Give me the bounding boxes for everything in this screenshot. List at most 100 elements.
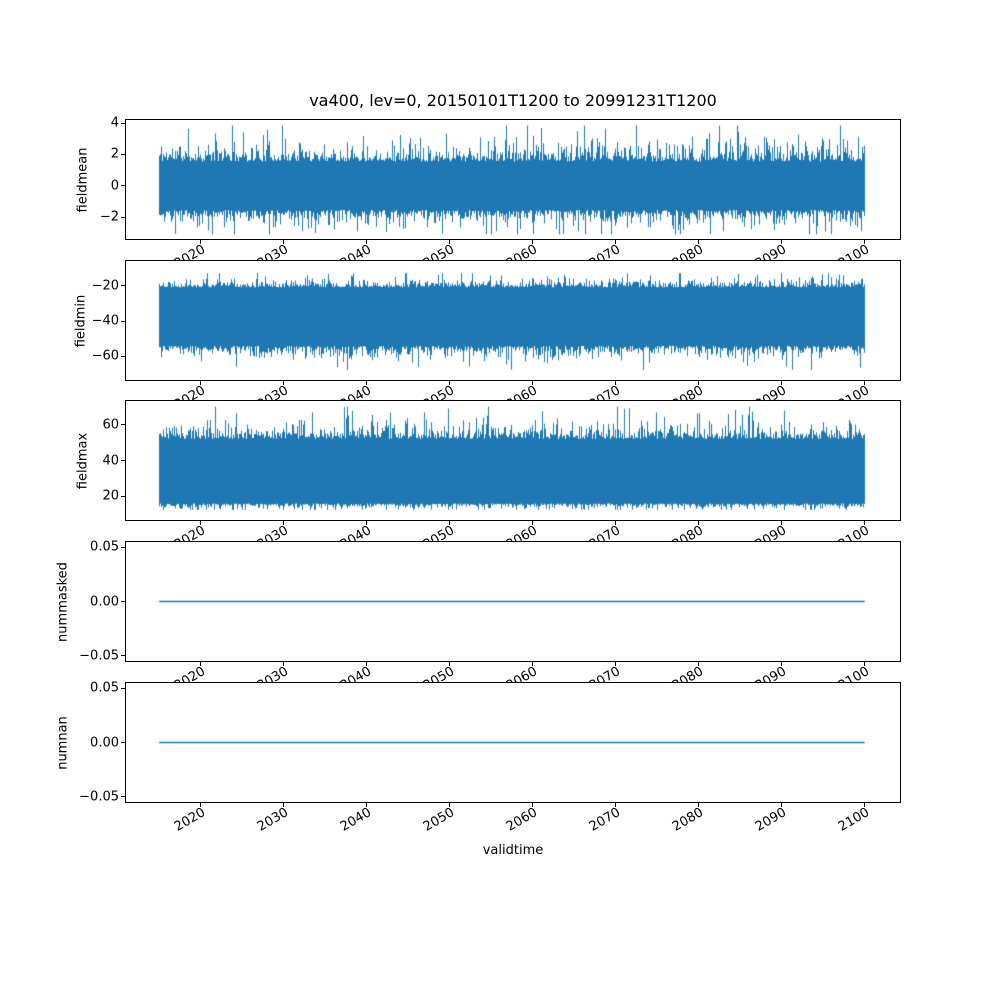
y-tick-mark [121, 185, 125, 187]
y-tick-mark [121, 122, 125, 124]
x-tick-mark [449, 240, 451, 244]
plot-title: va400, lev=0, 20150101T1200 to 20991231T… [309, 91, 717, 110]
x-tick-mark [366, 381, 368, 385]
x-tick-mark [532, 803, 534, 807]
y-tick-mark [121, 495, 125, 497]
x-tick-label: 2050 [420, 805, 457, 835]
x-tick-mark [200, 803, 202, 807]
y-tick-mark [121, 424, 125, 426]
y-tick-mark [121, 687, 125, 689]
x-tick-label: 2100 [835, 805, 872, 835]
y-tick-label: 0.05 [90, 680, 119, 696]
y-axis-label-fieldmin: fieldmin [73, 294, 89, 347]
x-tick-mark [283, 662, 285, 666]
x-tick-mark [781, 803, 783, 807]
y-tick-label: 2 [110, 146, 119, 162]
y-tick-label: 0 [110, 178, 119, 194]
x-tick-mark [449, 521, 451, 525]
subplot-nummasked: −0.05 0.00 0.05 2020 2030 2040 2050 2060 2070 208… [56, 541, 901, 694]
x-tick-mark [864, 803, 866, 807]
x-tick-mark [615, 803, 617, 807]
x-tick-mark [532, 381, 534, 385]
x-tick-mark [864, 381, 866, 385]
x-tick-mark [200, 521, 202, 525]
x-tick-mark [615, 521, 617, 525]
x-tick-mark [449, 803, 451, 807]
y-tick-mark [121, 355, 125, 357]
y-tick-mark [121, 285, 125, 287]
x-tick-label: 2090 [752, 805, 789, 835]
y-tick-mark [121, 320, 125, 322]
y-tick-label: −40 [91, 313, 119, 329]
x-tick-mark [283, 240, 285, 244]
y-tick-label: 40 [102, 453, 119, 468]
x-tick-mark [615, 662, 617, 666]
x-tick-mark [698, 381, 700, 385]
x-tick-mark [449, 381, 451, 385]
x-tick-mark [532, 662, 534, 666]
y-tick-label: 4 [110, 115, 119, 131]
x-tick-mark [200, 240, 202, 244]
y-axis-label-fieldmean: fieldmean [75, 147, 91, 212]
x-tick-mark [698, 240, 700, 244]
data-canvas-fieldmean [126, 120, 900, 239]
x-tick-mark [200, 381, 202, 385]
y-tick-mark [121, 460, 125, 461]
x-tick-mark [698, 521, 700, 525]
x-tick-label: 2040 [337, 805, 374, 835]
y-tick-label: 60 [102, 417, 119, 433]
y-axis-label-fieldmax: fieldmax [75, 432, 91, 489]
x-tick-mark [366, 662, 368, 666]
y-axis-label-numnan: numnan [55, 715, 71, 770]
x-tick-mark [698, 803, 700, 807]
x-tick-label: 2020 [171, 805, 208, 835]
x-tick-mark [283, 521, 285, 525]
x-tick-mark [615, 240, 617, 244]
y-axis-label-nummasked: nummasked [55, 561, 71, 642]
y-tick-label: 0.05 [90, 539, 119, 555]
y-tick-mark [121, 216, 125, 218]
x-tick-label: 2060 [503, 805, 540, 835]
data-canvas-numnan [126, 683, 900, 802]
x-tick-mark [283, 803, 285, 807]
y-tick-mark [121, 153, 125, 155]
x-tick-mark [200, 662, 202, 666]
y-tick-mark [121, 546, 125, 548]
subplot-fieldmax: 20 40 60 2020 2030 2040 2050 2060 2070 2080 2090 21… [76, 400, 901, 553]
x-tick-mark [366, 803, 368, 807]
y-tick-mark [121, 655, 125, 657]
subplot-numnan: −0.05 0.00 0.05 2020 2030 2040 2050 2060 2070 208… [56, 682, 901, 835]
y-tick-label: 0.00 [90, 594, 119, 609]
y-tick-label: −60 [91, 348, 119, 364]
subplot-fieldmin: −60 −40 −20 2020 2030 2040 2050 2060 2070 2080 209… [74, 260, 901, 413]
x-tick-mark [781, 381, 783, 385]
y-tick-mark [121, 601, 125, 602]
data-canvas-fieldmin [126, 261, 900, 380]
x-axis-label: validtime [482, 843, 544, 858]
x-tick-mark [864, 521, 866, 525]
x-tick-label: 2080 [669, 805, 706, 835]
x-tick-label: 2070 [586, 805, 623, 835]
y-tick-label: −2 [99, 209, 119, 225]
data-canvas-nummasked [126, 542, 900, 661]
x-tick-mark [781, 662, 783, 666]
x-tick-mark [366, 240, 368, 244]
y-tick-label: −0.05 [79, 789, 119, 805]
x-tick-mark [532, 521, 534, 525]
x-tick-mark [781, 521, 783, 525]
subplot-fieldmean: −2 0 2 4 2020 2030 2040 2050 2060 2070 2080 2090 210… [76, 117, 901, 272]
data-canvas-fieldmax [126, 401, 900, 520]
y-tick-label: −20 [91, 278, 119, 294]
x-tick-mark [283, 381, 285, 385]
y-tick-label: 20 [102, 488, 119, 504]
x-tick-mark [864, 240, 866, 244]
x-tick-mark [615, 381, 617, 385]
y-tick-label: −0.05 [79, 648, 119, 664]
x-tick-label: 2030 [254, 805, 291, 835]
y-tick-mark [121, 742, 125, 743]
y-tick-label: 0.00 [90, 735, 119, 750]
x-tick-mark [449, 662, 451, 666]
x-tick-mark [698, 662, 700, 666]
x-tick-mark [864, 662, 866, 666]
